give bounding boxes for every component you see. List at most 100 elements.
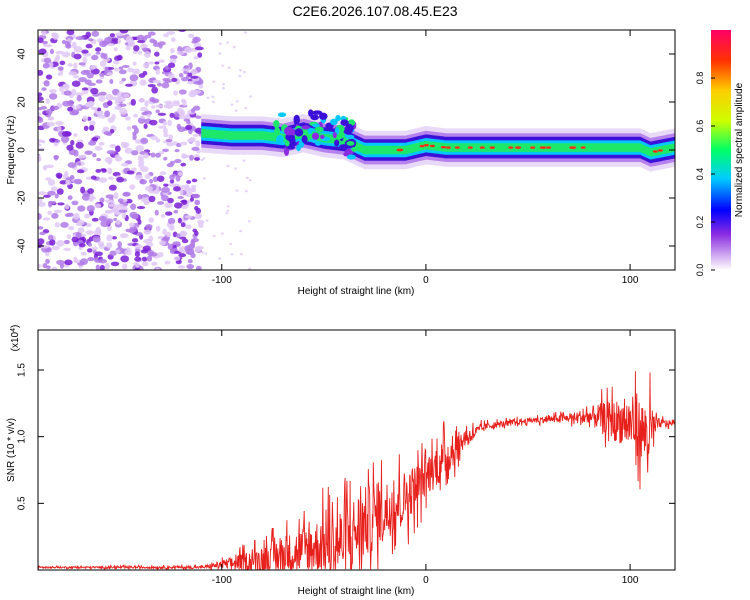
noise-blob	[63, 90, 72, 96]
noise-blob	[142, 245, 151, 252]
noise-blob	[100, 52, 106, 59]
noise-blob	[147, 84, 156, 88]
noise-blob	[151, 86, 159, 94]
noise-blob	[89, 65, 96, 70]
noise-blob	[164, 202, 173, 209]
colorbar-label: Normalized spectral amplitude	[734, 82, 745, 217]
noise-blob	[57, 125, 62, 132]
noise-blob	[99, 243, 105, 249]
noise-blob	[194, 157, 200, 161]
noise-blob	[115, 249, 121, 254]
noise-blob	[162, 120, 168, 126]
noise-blob	[200, 158, 204, 162]
noise-blob	[122, 64, 130, 69]
noise-blob	[181, 199, 188, 205]
noise-blob	[111, 236, 118, 240]
noise-blob	[113, 47, 118, 52]
noise-blob	[59, 86, 64, 93]
noise-blob	[173, 202, 183, 209]
noise-blob	[53, 209, 63, 214]
noise-blob	[85, 230, 94, 235]
noise-blob	[115, 219, 121, 225]
noise-blob	[50, 186, 58, 192]
noise-blob	[77, 205, 86, 212]
noise-blob	[42, 263, 48, 269]
noise-blob	[129, 74, 139, 82]
noise-blob	[128, 222, 135, 228]
noise-blob	[134, 244, 143, 250]
noise-blob	[155, 68, 161, 75]
noise-blob	[83, 69, 91, 74]
noise-blob	[104, 66, 109, 74]
noise-blob	[86, 72, 94, 79]
noise-blob	[177, 265, 186, 269]
noise-blob	[131, 150, 139, 156]
noise-blob	[130, 98, 136, 106]
noise-blob	[235, 189, 239, 192]
noise-blob	[109, 79, 114, 85]
noise-blob	[89, 124, 95, 131]
noise-blob	[157, 112, 167, 116]
noise-blob	[169, 58, 177, 64]
noise-blob	[211, 100, 215, 104]
noise-blob	[173, 90, 178, 96]
noise-blob	[190, 184, 197, 188]
noise-blob	[118, 66, 124, 70]
noise-blob	[65, 177, 73, 181]
noise-blob	[169, 160, 176, 165]
noise-blob	[91, 30, 100, 37]
noise-blob	[63, 239, 70, 245]
noise-blob	[85, 43, 93, 49]
noise-blob	[167, 62, 176, 68]
noise-blob	[51, 266, 58, 270]
noise-blob	[180, 222, 186, 228]
noise-blob	[191, 146, 200, 151]
noise-blob	[99, 40, 108, 48]
noise-blob	[234, 167, 238, 170]
noise-blob	[73, 75, 80, 79]
noise-blob	[178, 114, 187, 120]
noise-blob	[139, 179, 147, 185]
noise-blob	[169, 179, 175, 184]
noise-blob	[91, 106, 98, 111]
noise-blob	[138, 50, 143, 55]
noise-blob	[249, 95, 253, 98]
bottom-y-axis: 0.5 1.0 1.5	[17, 363, 675, 510]
ridge-blob	[301, 135, 308, 144]
noise-blob	[156, 252, 164, 258]
bottom-ytick-label: 1.0	[17, 429, 28, 443]
noise-blob	[119, 233, 129, 239]
noise-blob	[194, 199, 201, 206]
noise-blob	[173, 209, 179, 214]
noise-blob	[239, 69, 243, 72]
noise-blob	[239, 229, 243, 233]
ridge-blob	[310, 114, 319, 121]
noise-blob	[87, 82, 97, 87]
noise-blob	[148, 217, 155, 223]
ridge-blob	[273, 120, 280, 128]
noise-blob	[158, 125, 167, 129]
ridge-peak	[569, 146, 575, 149]
noise-blob	[96, 109, 104, 117]
noise-blob	[91, 246, 98, 251]
noise-blob	[156, 175, 165, 183]
ridge-blob	[315, 141, 322, 146]
noise-blob	[76, 169, 85, 174]
noise-blob	[154, 61, 160, 65]
noise-blob	[238, 74, 242, 78]
noise-blob	[109, 33, 116, 38]
noise-blob	[70, 139, 75, 146]
noise-blob	[108, 176, 114, 180]
noise-blob	[43, 57, 52, 64]
ridge-peak	[479, 146, 485, 149]
noise-blob	[180, 76, 189, 82]
ridge-blob	[274, 126, 281, 136]
ridge-blob	[307, 128, 313, 135]
noise-blob	[188, 33, 195, 39]
top-xtick-label: 100	[622, 275, 639, 286]
figure-title: C2E6.2026.107.08.45.E23	[292, 3, 457, 19]
colorbar-tick-label: 0.4	[695, 168, 705, 181]
noise-blob	[164, 100, 173, 105]
noise-blob	[49, 239, 56, 246]
